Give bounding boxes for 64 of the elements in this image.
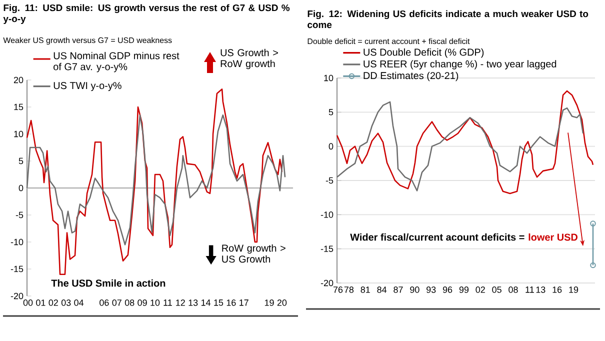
x-tick-label: 19 <box>569 286 578 293</box>
x-tick-label: 01 <box>36 300 46 306</box>
legend-label: DD Estimates (20-21) <box>364 72 458 82</box>
legend-label: US TWI y-o-y% <box>54 82 122 92</box>
x-tick-label: 09 <box>138 300 147 306</box>
y-tick-label: -15 <box>10 266 24 272</box>
annotation: lower USD <box>528 233 578 241</box>
x-tick-label: 11 <box>164 300 172 306</box>
x-tick-label: 76 <box>333 286 343 293</box>
legend-label: US REER (5yr change %) - two year lagged <box>364 60 556 70</box>
x-tick-label: 84 <box>377 286 387 293</box>
y-tick-label: -20 <box>320 280 334 286</box>
y-tick-label: 0 <box>328 143 334 150</box>
x-tick-label: 19 <box>264 300 274 306</box>
x-tick-label: 13 <box>188 300 198 306</box>
x-tick-label: 15 <box>214 300 224 306</box>
annotation: RoW growth > US Growth <box>222 244 286 263</box>
x-tick-label: 16 <box>226 300 236 306</box>
x-tick-label: 06 <box>100 300 109 306</box>
y-tick-label: 20 <box>14 76 24 84</box>
y-tick-label: -10 <box>320 211 334 218</box>
x-tick-label: 87 <box>394 286 403 293</box>
x-tick-label: 00 <box>23 300 33 306</box>
y-tick-label: 10 <box>14 130 24 138</box>
y-tick-label: -20 <box>10 292 24 300</box>
y-tick-label: 0 <box>18 184 24 192</box>
x-tick-label: 78 <box>344 286 354 293</box>
y-tick-label: 15 <box>14 104 24 110</box>
legend-label: US Double Deficit (% GDP) <box>364 48 484 58</box>
y-tick-label: -10 <box>10 238 24 246</box>
x-tick-label: 10 <box>150 300 160 306</box>
chart-title: Fig. 12: Widening US deficits indicate a much weaker USD to come <box>308 10 588 28</box>
x-tick-label: 12 <box>176 300 185 306</box>
x-tick-label: 93 <box>426 286 436 293</box>
x-tick-label: 96 <box>442 286 452 293</box>
x-tick-label: 07 <box>112 300 122 306</box>
x-tick-label: 03 <box>61 300 71 306</box>
x-tick-label: 14 <box>201 300 210 306</box>
x-tick-label: 05 <box>492 286 502 293</box>
x-tick-label: 11 <box>526 286 534 293</box>
x-tick-label: 20 <box>277 300 287 306</box>
x-tick-label: 13 <box>536 286 546 293</box>
legend-label: US Nominal GDP minus rest of G7 av. y-o-y% <box>54 52 180 72</box>
x-tick-label: 16 <box>552 286 562 293</box>
x-tick-label: 17 <box>240 300 248 306</box>
y-tick-label: -15 <box>320 246 334 252</box>
annotation: The USD Smile in action <box>51 279 166 287</box>
x-tick-label: 08 <box>124 300 134 306</box>
y-tick-label: 10 <box>324 74 334 82</box>
x-tick-label: 90 <box>410 286 420 293</box>
y-tick-label: -5 <box>326 177 334 184</box>
chart-title: Fig. 11: USD smile: US growth versus the rest of G7 & USD % y-o-y <box>3 4 290 24</box>
y-tick-label: 5 <box>328 109 334 116</box>
y-tick-label: -5 <box>16 212 24 218</box>
x-tick-label: 99 <box>459 286 469 293</box>
x-tick-label: 04 <box>74 300 84 306</box>
x-tick-label: 81 <box>360 286 370 293</box>
annotation: Wider fiscal/current acount deficits = <box>350 233 524 241</box>
x-tick-label: 02 <box>48 300 58 306</box>
x-tick-label: 02 <box>476 286 485 293</box>
x-tick-label: 08 <box>508 286 518 293</box>
y-tick-label: 5 <box>18 158 24 164</box>
text: US Growth > RoW growth <box>220 48 278 70</box>
line-series <box>336 90 594 194</box>
